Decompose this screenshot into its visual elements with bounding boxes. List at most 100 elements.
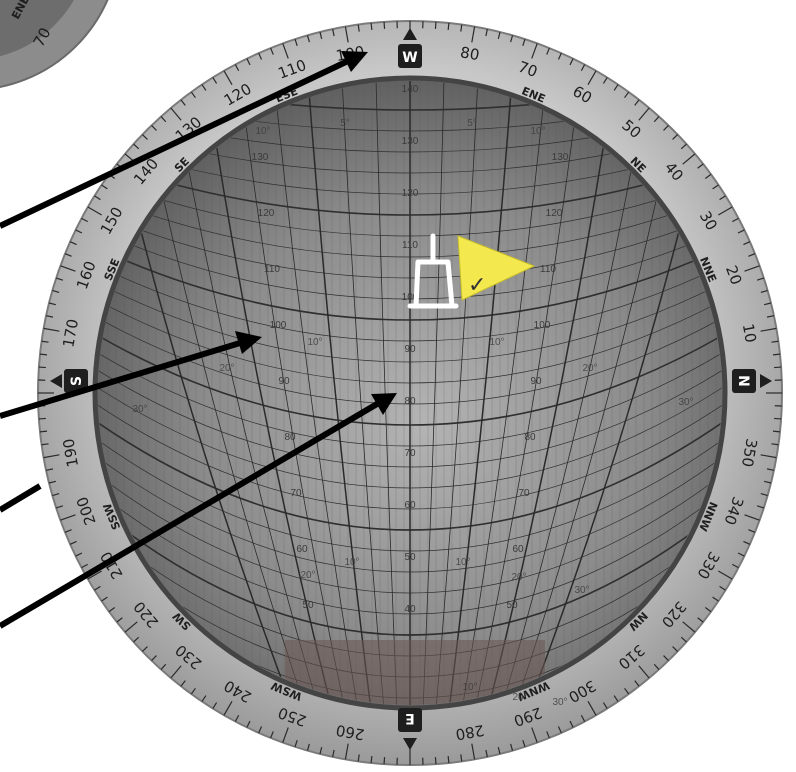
bezel-tick: [760, 493, 768, 497]
bezel-tick: [522, 39, 526, 47]
bezel-tick: [766, 315, 774, 318]
bezel-tick: [737, 229, 745, 234]
bezel-tick: [756, 505, 764, 509]
grid-side-label: 110: [540, 264, 556, 275]
grid-degree-label: 10°: [455, 557, 470, 568]
grid-side-label: 120: [258, 208, 275, 219]
grid-side-label: 130: [252, 152, 269, 163]
bezel-tick: [108, 607, 116, 613]
grid-meridian-line: [307, 81, 372, 705]
bezel-tick: [170, 665, 182, 679]
grid-meridian-line: [448, 81, 513, 705]
bezel-tick: [75, 552, 83, 557]
grid-side-label: 130: [552, 152, 569, 163]
bezel-tick: [634, 99, 640, 106]
bezel-tick: [370, 755, 373, 764]
bezel-tick: [60, 265, 76, 272]
grid-center-label: 50: [404, 552, 416, 563]
bezel-tick: [704, 607, 712, 613]
bezel-tick: [234, 64, 240, 72]
grid-center-label: 70: [404, 448, 416, 459]
chart-grid-labels: 140 130 120 110 100 90 80 70 60 50 40 130 120 110 100 9…: [132, 84, 693, 708]
bezel-degree-label: 80: [459, 43, 481, 64]
bezel-tick: [141, 646, 148, 652]
grid-meridian-line: [422, 81, 445, 705]
bezel-tick: [587, 701, 597, 716]
bezel-tick: [546, 47, 550, 55]
grid-meridian-line: [474, 81, 581, 705]
grid-degree-label: 5°: [340, 118, 350, 129]
bezel-tick: [718, 570, 733, 580]
bezel-tick: [510, 35, 514, 43]
bezel-tick: [764, 302, 772, 306]
sticky-note-checkmark: ✓: [468, 273, 486, 298]
bezel-tick: [332, 749, 335, 757]
bezel-tick: [133, 143, 140, 150]
arrow-to-bezel: [0, 58, 350, 229]
bezel-tick: [160, 663, 167, 670]
bezel-tick: [101, 596, 108, 602]
bezel-tick: [697, 617, 704, 623]
bezel-tick: [246, 58, 251, 66]
grid-degree-label: 10°: [255, 126, 270, 137]
bezel-tick: [744, 265, 760, 272]
bezel-tick: [546, 731, 550, 739]
bezel-tick: [756, 277, 764, 281]
bezel-tick: [39, 353, 48, 356]
bezel-tick: [151, 124, 157, 131]
bezel-tick: [87, 570, 102, 580]
grid-side-label: 70: [518, 488, 530, 499]
bezel-tick: [737, 552, 745, 557]
bezel-degree-label: 280: [454, 721, 485, 744]
bezel-degree-label: 350: [738, 437, 761, 468]
bezel-tick: [151, 655, 157, 662]
bezel-tick: [580, 64, 586, 72]
bezel-tick: [294, 39, 298, 47]
bezel-tick: [201, 695, 207, 702]
bezel-tick: [772, 353, 781, 356]
bezel-tick: [48, 480, 56, 484]
bezel-tick: [258, 726, 263, 734]
bezel-tick: [212, 702, 218, 709]
grid-side-label: 80: [524, 432, 536, 443]
arrow-to-grid: [0, 340, 241, 419]
bezel-tick: [258, 52, 263, 60]
bezel-tick: [510, 743, 514, 751]
grid-side-label: 120: [546, 208, 563, 219]
bezel-tick: [141, 134, 148, 140]
grid-degree-label: 30°: [574, 585, 589, 596]
bezel-tick: [180, 680, 186, 687]
bezel-tick: [471, 743, 476, 760]
bezel-tick: [294, 739, 298, 747]
bezel-tick: [580, 714, 586, 722]
bezel-tick: [522, 739, 526, 747]
grid-degree-label: 10°: [489, 337, 504, 348]
grid-degree-label: 10°: [462, 682, 477, 693]
annotation-arrows: [0, 51, 397, 629]
bezel-tick: [319, 747, 323, 755]
bezel-tick: [760, 327, 777, 332]
bezel-tick: [212, 77, 218, 84]
bezel-tick: [653, 663, 660, 670]
bezel-tick: [46, 315, 54, 318]
grid-degree-label: 20°: [511, 572, 526, 583]
bezel-tick: [81, 563, 89, 569]
bezel-tick: [282, 727, 289, 743]
bezel-tick: [719, 195, 726, 201]
bezel-tick: [124, 621, 138, 633]
grid-side-label: 110: [264, 264, 280, 275]
grid-center-label: 90: [404, 344, 416, 355]
bezel-tick: [43, 454, 60, 459]
grid-center-label: 120: [402, 188, 419, 199]
grid-degree-label: 20°: [219, 363, 234, 374]
bezel-tick: [682, 621, 696, 633]
bezel-tick: [344, 743, 349, 760]
bezel-tick: [766, 468, 774, 471]
grid-center-label: 130: [402, 136, 419, 147]
bezel-tick: [772, 430, 781, 433]
cardinal-north-letter: N: [735, 375, 751, 387]
grid-meridian-line: [273, 81, 359, 705]
bezel-tick: [471, 26, 476, 43]
bezel-tick: [760, 454, 777, 459]
grid-side-label: 80: [284, 432, 296, 443]
